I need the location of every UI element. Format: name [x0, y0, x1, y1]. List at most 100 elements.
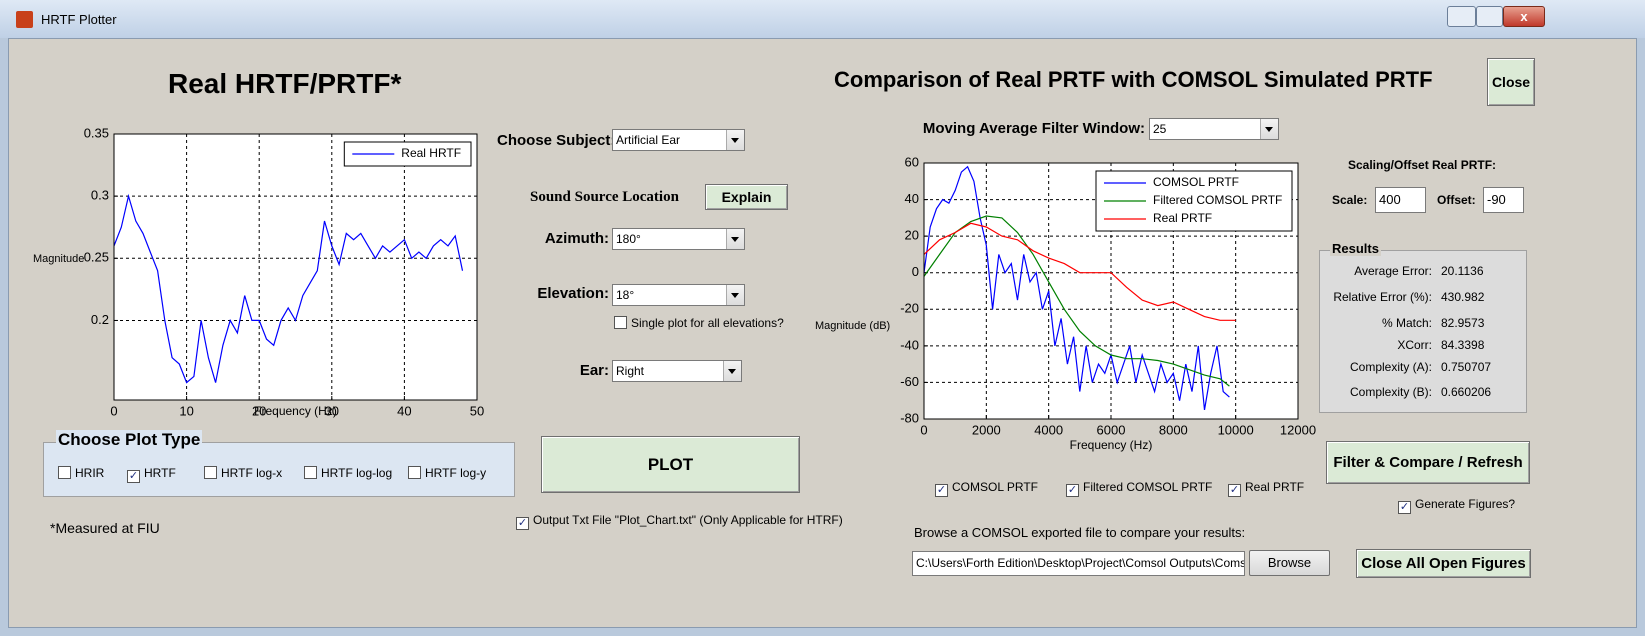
y-tick-label: 0.2 [91, 312, 109, 327]
checkbox-box: ✓ [516, 517, 529, 530]
window-close-button[interactable]: x [1503, 6, 1545, 27]
elevation-value: 18° [616, 288, 635, 302]
explain-button[interactable]: Explain [705, 184, 788, 210]
y-tick-label: 0 [912, 264, 919, 279]
y-tick-label: -60 [900, 374, 919, 389]
plot-frame [113, 133, 478, 401]
y-tick-label: 60 [905, 154, 919, 169]
series-line [923, 165, 1230, 411]
x-tick-label: 6000 [1097, 422, 1126, 437]
ear-label: Ear: [579, 362, 609, 379]
plot-button[interactable]: PLOT [541, 436, 800, 493]
x-tick-label: 8000 [1159, 422, 1188, 437]
maximize-button[interactable] [1476, 6, 1503, 27]
result-value: 82.9573 [1441, 316, 1485, 330]
x-tick-label: 20 [252, 403, 266, 418]
checkbox[interactable]: HRIR [58, 466, 104, 480]
y-tick-label: 0.3 [91, 188, 109, 203]
scale-input[interactable]: 400 [1375, 187, 1426, 213]
y-tick-label: 0.35 [84, 125, 109, 140]
checkbox-label: Output Txt File "Plot_Chart.txt" (Only A… [533, 513, 843, 527]
elevation-dropdown[interactable]: 18° [612, 284, 745, 306]
checkbox[interactable]: ✓ HRTF [127, 466, 176, 483]
checkbox-box: ✓ [1066, 484, 1079, 497]
checkbox[interactable]: HRTF log-log [304, 466, 392, 480]
checkbox[interactable]: HRTF log-y [408, 466, 486, 480]
series-line [113, 193, 464, 384]
checkbox-box: ✓ [127, 470, 140, 483]
file-path-input[interactable]: C:\Users\Forth Edition\Desktop\Project\C… [912, 551, 1245, 576]
checkbox[interactable]: ✓ Filtered COMSOL PRTF [1066, 480, 1212, 497]
checkbox-box [304, 466, 317, 479]
results-group [1319, 250, 1527, 413]
ear-value: Right [616, 364, 645, 378]
checkbox[interactable]: ✓ COMSOL PRTF [935, 480, 1038, 497]
output-txt-checkbox[interactable]: ✓ Output Txt File "Plot_Chart.txt" (Only … [516, 513, 843, 530]
result-value: 84.3398 [1441, 338, 1485, 352]
checkbox[interactable]: ✓ Real PRTF [1228, 480, 1304, 497]
checkbox-box [408, 466, 421, 479]
right-title: Comparison of Real PRTF with COMSOL Simu… [834, 67, 1433, 92]
y-axis-label: Magnitude [33, 253, 84, 265]
plot-frame [923, 162, 1299, 420]
plot-type-title: Choose Plot Type [56, 430, 203, 450]
title-bar: HRTF Plotter x [0, 0, 1645, 38]
y-tick-label: 40 [905, 191, 919, 206]
browse-label: Browse a COMSOL exported file to compare… [914, 525, 1246, 540]
checkbox-box: ✓ [1398, 501, 1411, 514]
x-tick-label: 10000 [1218, 422, 1254, 437]
x-tick-label: 40 [397, 403, 411, 418]
checkbox-box [204, 466, 217, 479]
location-label: Sound Source Location [530, 189, 679, 205]
azimuth-dropdown[interactable]: 180° [612, 228, 745, 250]
azimuth-value: 180° [616, 232, 641, 246]
x-tick-label: 10 [179, 403, 193, 418]
result-label: % Match: [1381, 316, 1432, 330]
checkbox-box: ✓ [935, 484, 948, 497]
results-title: Results [1330, 241, 1381, 256]
generate-figures-checkbox[interactable]: ✓ Generate Figures? [1398, 497, 1515, 514]
y-tick-label: -80 [900, 410, 919, 425]
checkbox[interactable]: HRTF log-x [204, 466, 282, 480]
checkbox-label: HRTF log-y [425, 466, 487, 480]
plot-area [114, 134, 477, 400]
x-tick-label: 4000 [1034, 422, 1063, 437]
checkbox-box [614, 316, 627, 329]
subject-label: Choose Subject: [497, 132, 616, 149]
checkbox-label: COMSOL PRTF [952, 480, 1039, 494]
filter-value: 25 [1153, 122, 1167, 136]
close-button[interactable]: Close [1487, 58, 1535, 106]
checkbox-label: HRTF log-x [221, 466, 283, 480]
browse-button[interactable]: Browse [1249, 550, 1330, 576]
x-tick-label: 12000 [1280, 422, 1316, 437]
filter-dropdown[interactable]: 25 [1149, 118, 1279, 140]
checkbox-box: ✓ [1228, 484, 1241, 497]
x-tick-label: 30 [325, 403, 339, 418]
y-tick-label: 20 [905, 228, 919, 243]
single-plot-checkbox[interactable]: Single plot for all elevations? [614, 316, 784, 330]
close-all-button[interactable]: Close All Open Figures [1356, 549, 1531, 578]
x-axis-label: Frequency (Hz) [254, 404, 337, 418]
result-label: Average Error: [1354, 264, 1432, 278]
left-title: Real HRTF/PRTF* [168, 68, 402, 99]
minimize-button[interactable] [1447, 6, 1476, 27]
offset-input[interactable]: -90 [1483, 187, 1524, 213]
elevation-label: Elevation: [537, 285, 609, 302]
checkbox-box [58, 466, 71, 479]
y-axis-label: Magnitude (dB) [815, 320, 890, 332]
checkbox-label: Single plot for all elevations? [631, 316, 784, 330]
refresh-button[interactable]: Filter & Compare / Refresh [1326, 441, 1530, 484]
scale-label: Scale: [1332, 193, 1368, 207]
result-value: 20.1136 [1441, 264, 1484, 278]
result-value: 0.750707 [1441, 360, 1492, 374]
result-value: 430.982 [1441, 290, 1485, 304]
y-tick-label: -40 [900, 337, 919, 352]
ear-dropdown[interactable]: Right [612, 360, 742, 382]
subject-dropdown[interactable]: Artificial Ear [612, 129, 745, 151]
result-value: 0.660206 [1441, 385, 1492, 399]
legend-label: Filtered COMSOL PRTF [1153, 193, 1282, 207]
x-tick-label: 2000 [972, 422, 1001, 437]
checkbox-label: HRIR [75, 466, 105, 480]
checkbox-label: HRTF log-log [321, 466, 393, 480]
